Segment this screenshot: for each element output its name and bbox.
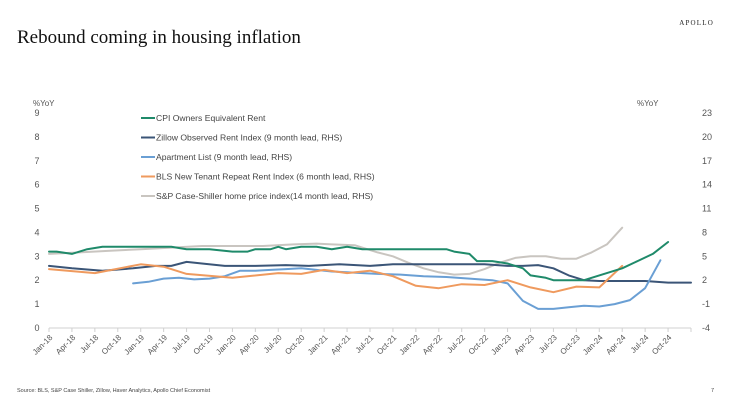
right-axis-title: %YoY xyxy=(637,99,659,108)
x-tick-label: Jan-20 xyxy=(214,333,238,357)
x-tick-label: Apr-24 xyxy=(604,333,628,357)
x-tick-label: Jan-18 xyxy=(31,333,55,357)
x-tick-label: Oct-22 xyxy=(467,333,491,357)
y-tick-left: 2 xyxy=(34,275,39,285)
series-line-4 xyxy=(48,226,624,276)
x-tick-label: Jul-18 xyxy=(78,333,100,355)
left-axis-title: %YoY xyxy=(33,99,55,108)
y-tick-left: 9 xyxy=(34,108,39,118)
y-tick-left: 5 xyxy=(34,204,39,214)
x-tick-label: Jul-21 xyxy=(354,333,376,355)
legend-label: Zillow Observed Rent Index (9 month lead… xyxy=(156,133,342,143)
y-tick-left: 4 xyxy=(34,227,39,237)
y-tick-right: 17 xyxy=(702,156,712,166)
x-tick-label: Oct-23 xyxy=(558,333,582,357)
y-tick-left: 1 xyxy=(34,299,39,309)
y-tick-left: 6 xyxy=(34,180,39,190)
series-line-2 xyxy=(132,259,662,310)
legend-label: Apartment List (9 month lead, RHS) xyxy=(156,152,292,162)
y-tick-right: 5 xyxy=(702,251,707,261)
x-tick-label: Jan-22 xyxy=(398,333,422,357)
series-line-3 xyxy=(48,263,624,294)
x-tick-label: Apr-22 xyxy=(421,333,445,357)
x-tick-label: Jul-20 xyxy=(262,333,284,355)
x-tick-label: Apr-18 xyxy=(54,333,78,357)
y-tick-right: -1 xyxy=(702,299,710,309)
y-tick-right: 8 xyxy=(702,227,707,237)
x-tick-label: Apr-21 xyxy=(329,333,353,357)
x-tick-label: Jan-21 xyxy=(306,333,330,357)
x-tick-label: Jul-22 xyxy=(445,333,467,355)
page-number: 7 xyxy=(710,388,714,394)
x-tick-label: Oct-24 xyxy=(650,333,674,357)
x-tick-label: Jul-24 xyxy=(629,333,651,355)
x-tick-label: Jul-23 xyxy=(537,333,559,355)
legend-label: CPI Owners Equivalent Rent xyxy=(156,113,266,123)
source-note: Source: BLS, S&P Case Shiller, Zillow, H… xyxy=(17,388,211,394)
x-tick-label: Jul-19 xyxy=(170,333,192,355)
y-tick-left: 7 xyxy=(34,156,39,166)
x-tick-label: Oct-18 xyxy=(100,333,124,357)
y-tick-right: 2 xyxy=(702,275,707,285)
y-tick-left: 3 xyxy=(34,251,39,261)
page-title: Rebound coming in housing inflation xyxy=(17,27,301,48)
brand-logo: APOLLO xyxy=(679,19,714,27)
x-tick-label: Jan-24 xyxy=(581,333,605,357)
y-tick-right: 20 xyxy=(702,132,712,142)
y-tick-left: 8 xyxy=(34,132,39,142)
y-tick-right: 14 xyxy=(702,180,712,190)
legend-label: BLS New Tenant Repeat Rent Index (6 mont… xyxy=(156,172,375,182)
y-tick-left: 0 xyxy=(34,323,39,333)
x-tick-label: Jan-19 xyxy=(122,333,146,357)
series-line-0 xyxy=(48,241,670,282)
y-tick-right: -4 xyxy=(702,323,710,333)
legend-label: S&P Case-Shiller home price index(14 mon… xyxy=(156,191,373,201)
x-tick-label: Apr-19 xyxy=(146,333,170,357)
x-tick-label: Apr-20 xyxy=(237,333,261,357)
y-tick-right: 11 xyxy=(702,204,711,214)
x-tick-label: Jan-23 xyxy=(489,333,513,357)
x-tick-label: Apr-23 xyxy=(513,333,537,357)
x-tick-label: Oct-21 xyxy=(375,333,399,357)
x-tick-label: Oct-19 xyxy=(192,333,216,357)
y-tick-right: 23 xyxy=(702,108,712,118)
x-tick-label: Oct-20 xyxy=(283,333,307,357)
